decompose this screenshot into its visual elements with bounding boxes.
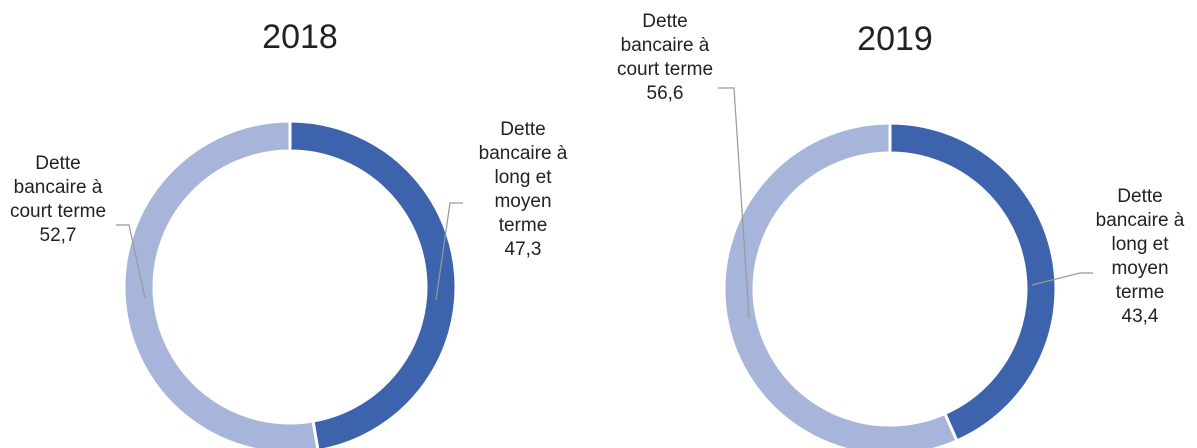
donut-segment [722,121,959,448]
donut-segment [288,119,458,448]
value-label: 43,4 [1121,306,1159,327]
category-label: Dette bancaire à court terme [9,153,107,222]
donut-segment [122,119,320,448]
value-label: 52,7 [39,225,77,246]
data-label: Dette bancaire à long et moyen terme 43,4 [1085,185,1195,329]
leader-line [116,224,146,299]
category-label: Dette bancaire à court terme [616,11,714,80]
chart-title: 2019 [857,20,933,58]
data-label: Dette bancaire à court terme 56,6 [610,10,720,106]
category-label: Dette bancaire à long et moyen terme [478,119,568,236]
category-label: Dette bancaire à long et moyen terme [1095,186,1185,303]
value-label: 56,6 [646,83,684,104]
value-label: 47,3 [504,239,542,260]
leader-line [435,202,463,301]
data-label: Dette bancaire à long et moyen terme 47,3 [468,118,578,262]
chart-title: 2018 [262,18,338,56]
donut-segment [888,121,1058,443]
leader-line [718,87,750,319]
data-label: Dette bancaire à court terme 52,7 [3,152,113,248]
leader-line [1031,272,1093,286]
